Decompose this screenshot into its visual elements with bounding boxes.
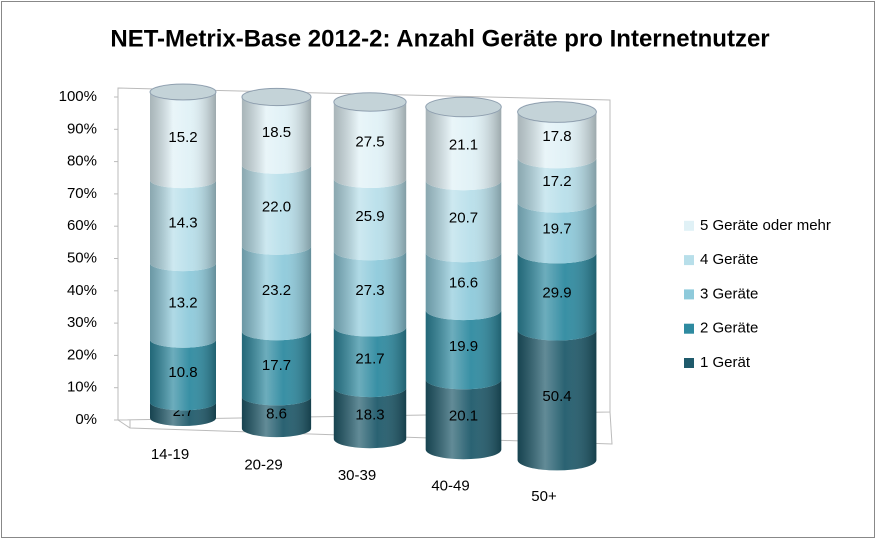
bar-shading (425, 310, 502, 390)
bar-shading (517, 157, 597, 213)
bar-shading (150, 92, 216, 189)
y-tick-label: 60% (67, 217, 97, 234)
y-tick-label: 100% (59, 88, 97, 105)
bar-shading (241, 396, 312, 438)
bar-cap (517, 101, 597, 123)
value-label: 29.9 (542, 285, 571, 302)
value-label: 14.3 (168, 215, 197, 232)
value-label: 21.7 (355, 351, 384, 368)
bar-shading (517, 112, 597, 169)
value-label: 22.0 (262, 199, 291, 216)
y-tick-label: 10% (67, 379, 97, 396)
y-tick-label: 50% (67, 249, 97, 266)
value-label: 17.2 (542, 173, 571, 190)
value-label: 18.5 (262, 124, 291, 141)
legend-label: 3 Geräte (700, 285, 758, 302)
bar-cap (241, 87, 312, 107)
legend-label: 2 Geräte (700, 320, 758, 337)
value-label: 18.3 (355, 406, 384, 423)
x-tick-label: 30-39 (338, 467, 376, 484)
bar-shading (150, 180, 216, 272)
value-label: 27.5 (355, 133, 384, 150)
bar-shading (425, 379, 502, 460)
bar-shading (517, 202, 597, 264)
y-tick-label: 20% (67, 346, 97, 363)
legend-swatch (684, 323, 694, 334)
legend-swatch (684, 289, 694, 300)
bar-shading (241, 246, 312, 341)
value-label: 19.9 (449, 338, 478, 355)
value-label: 15.2 (168, 129, 197, 146)
bar-cap-shade (150, 84, 216, 100)
legend-label: 4 Geräte (700, 251, 758, 268)
y-tick-label: 80% (67, 153, 97, 170)
bar-shading (333, 178, 407, 261)
bar-cap (333, 92, 407, 112)
bar-cap (425, 96, 502, 118)
legend-label: 1 Gerät (700, 354, 751, 371)
value-label: 17.8 (542, 128, 571, 145)
bar-shading (517, 253, 597, 341)
bar-shading (333, 387, 407, 449)
value-label: 8.6 (266, 406, 287, 423)
bar-shading (241, 331, 312, 406)
chart-title: NET-Metrix-Base 2012-2: Anzahl Geräte pr… (110, 25, 769, 52)
bar-shading (241, 165, 312, 255)
bar-shading (425, 180, 502, 263)
value-label: 17.7 (262, 357, 291, 374)
value-label: 19.7 (542, 221, 571, 238)
bar-shading (150, 402, 216, 426)
y-tick-label: 0% (75, 411, 97, 428)
y-tick-label: 70% (67, 185, 97, 202)
y-tick-label: 90% (67, 120, 97, 137)
value-label: 16.6 (449, 274, 478, 291)
x-tick-label: 20-29 (244, 456, 282, 473)
bar-shading (150, 263, 216, 348)
value-label: 25.9 (355, 208, 384, 225)
y-tick-label: 40% (67, 282, 97, 299)
bar-cap-shade (241, 88, 312, 106)
bar-shading (425, 107, 502, 191)
legend-swatch (684, 255, 694, 266)
x-tick-label: 14-19 (151, 446, 189, 463)
value-label: 10.8 (168, 364, 197, 381)
value-label: 27.3 (355, 282, 384, 299)
x-tick-label: 40-49 (431, 477, 469, 494)
bar-shading (333, 251, 407, 337)
value-label: 20.1 (449, 407, 478, 424)
bar-shading (333, 327, 407, 398)
y-tick-label: 30% (67, 314, 97, 331)
x-tick-label: 50+ (531, 488, 557, 505)
bar-shading (241, 97, 312, 174)
legend-label: 5 Geräte oder mehr (700, 217, 831, 234)
value-label: 20.7 (449, 209, 478, 226)
bar-shading (517, 330, 597, 471)
bar-shading (333, 102, 407, 188)
legend-swatch (684, 358, 694, 368)
bar-cap (149, 83, 217, 101)
legend-swatch (684, 220, 694, 231)
bar-cap-shade (333, 92, 407, 112)
bar-shading (150, 339, 216, 411)
value-label: 21.1 (449, 137, 478, 154)
value-label: 23.2 (262, 282, 291, 299)
value-label: 13.2 (168, 294, 197, 311)
value-label: 50.4 (542, 388, 571, 405)
bar-shading (425, 252, 502, 321)
bar-cap-shade (425, 97, 502, 117)
bar-cap-shade (517, 101, 597, 123)
